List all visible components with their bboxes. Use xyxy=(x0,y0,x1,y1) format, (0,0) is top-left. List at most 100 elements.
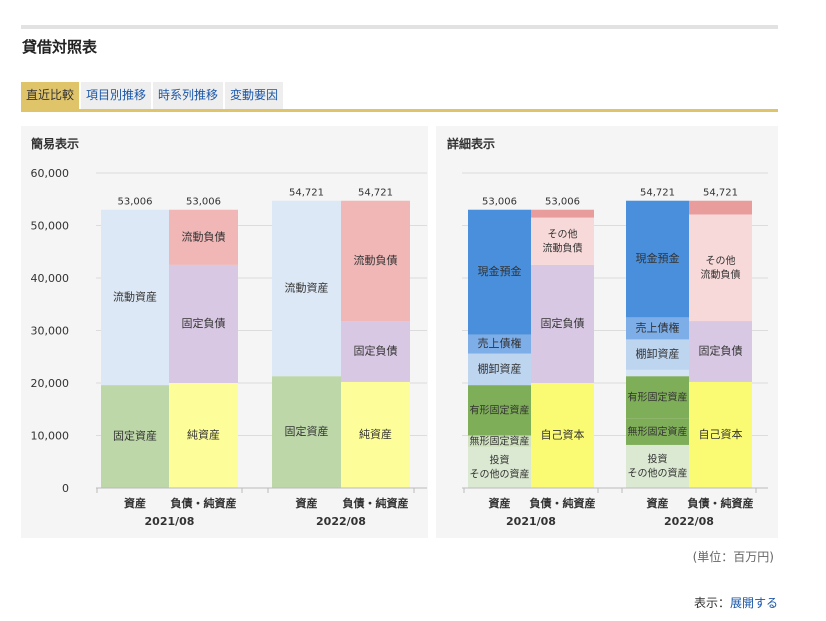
x-category-label: 資産 xyxy=(124,496,146,510)
segment-label: 無形固定資産 xyxy=(628,425,688,438)
bar-segment xyxy=(468,353,531,386)
group-bracket xyxy=(621,487,757,493)
bar-total-label: 54,721 xyxy=(640,188,675,199)
bar-segment xyxy=(169,383,238,488)
segment-label: 固定資産 xyxy=(113,429,157,443)
segment-label: 有形固定資産 xyxy=(470,403,530,416)
bar-total-label: 54,721 xyxy=(358,188,393,199)
segment-label: 固定負債 xyxy=(699,344,743,358)
x-category-label: 負債・純資産 xyxy=(688,496,754,510)
y-tick-label: 40,000 xyxy=(31,272,70,285)
expand-link[interactable]: 展開する xyxy=(729,596,778,610)
segment-label: 有形固定資産 xyxy=(628,390,688,403)
y-tick-label: 20,000 xyxy=(31,377,70,390)
tab-underline xyxy=(21,109,778,112)
bar-segment xyxy=(626,369,689,377)
bar-segment xyxy=(341,321,410,382)
display-toggle: 表示：展開する xyxy=(694,594,778,611)
bar-segment xyxy=(626,200,689,318)
segment-label: 純資産 xyxy=(187,429,220,442)
segment-label: その他流動負債 xyxy=(701,254,741,281)
detail-view-heading: 詳細表示 xyxy=(447,137,496,151)
bar-segment xyxy=(272,376,341,488)
x-category-label: 資産 xyxy=(647,496,669,510)
segment-label: 売上債権 xyxy=(636,320,680,334)
segment-label: 流動負債 xyxy=(354,253,398,267)
segment-label: 流動資産 xyxy=(285,280,329,294)
bar-total-label: 53,006 xyxy=(482,197,517,208)
x-group-label: 2021/08 xyxy=(506,515,556,528)
bar-total-label: 53,006 xyxy=(545,197,580,208)
segment-label: 投資その他の資産 xyxy=(628,452,688,479)
y-tick-label: 0 xyxy=(62,482,69,495)
bar-segment xyxy=(101,385,169,488)
bar-segment xyxy=(626,339,689,370)
segment-label: 固定負債 xyxy=(182,316,226,330)
segment-label: 固定資産 xyxy=(285,424,329,438)
segment-label: 売上債権 xyxy=(478,336,522,350)
bar-segment xyxy=(101,209,169,386)
tab-bar: 直近比較 項目別推移 時系列推移 変動要因 xyxy=(21,82,285,109)
bar-segment xyxy=(626,317,689,340)
bar-total-label: 54,721 xyxy=(289,188,324,199)
tab-change-factors[interactable]: 変動要因 xyxy=(225,82,284,109)
segment-label: 無形固定資産 xyxy=(470,434,530,447)
bar-segment xyxy=(468,435,531,448)
segment-label: 純資産 xyxy=(359,428,392,441)
bar-segment xyxy=(531,217,594,265)
bar-segment xyxy=(689,200,752,215)
bar-segment xyxy=(531,383,594,488)
segment-label: 自己資本 xyxy=(541,428,585,442)
segment-label: 固定負債 xyxy=(541,316,585,330)
bar-segment xyxy=(468,209,531,335)
display-label: 表示： xyxy=(693,596,730,610)
bar-segment xyxy=(626,376,689,419)
x-group-label: 2022/08 xyxy=(316,515,366,528)
group-bracket xyxy=(267,487,415,493)
bar-segment xyxy=(626,418,689,445)
bar-segment xyxy=(531,209,594,218)
unit-note: (単位：百万円) xyxy=(692,550,774,564)
tab-recent-comparison[interactable]: 直近比較 xyxy=(21,82,80,109)
y-tick-label: 60,000 xyxy=(31,167,70,180)
segment-label: 自己資本 xyxy=(699,427,743,441)
segment-label: 棚卸資産 xyxy=(478,361,522,375)
segment-label: 固定負債 xyxy=(354,344,398,358)
segment-label: 現金預金 xyxy=(636,251,680,265)
x-category-label: 負債・純資産 xyxy=(530,496,596,510)
bar-segment xyxy=(468,447,531,488)
bar-segment xyxy=(169,264,238,383)
bar-segment xyxy=(169,209,238,265)
x-group-label: 2022/08 xyxy=(664,515,714,528)
bar-segment xyxy=(689,214,752,322)
page-title: 貸借対照表 xyxy=(22,38,98,56)
bar-segment xyxy=(626,444,689,488)
tab-time-series[interactable]: 時系列推移 xyxy=(153,82,224,109)
x-category-label: 負債・純資産 xyxy=(171,496,237,510)
segment-label: 現金預金 xyxy=(478,264,522,278)
group-bracket xyxy=(96,487,243,493)
bar-total-label: 53,006 xyxy=(118,197,153,208)
bar-segment xyxy=(468,334,531,354)
y-tick-label: 10,000 xyxy=(31,430,70,443)
x-category-label: 負債・純資産 xyxy=(343,496,409,510)
simple-view-heading: 簡易表示 xyxy=(31,137,80,151)
bar-segment xyxy=(341,200,410,322)
group-bracket xyxy=(463,487,599,493)
y-tick-label: 50,000 xyxy=(31,220,70,233)
segment-label: その他流動負債 xyxy=(543,227,583,254)
bar-segment xyxy=(272,200,341,377)
bar-segment xyxy=(689,381,752,488)
bar-total-label: 54,721 xyxy=(703,188,738,199)
top-rule xyxy=(21,25,778,29)
bar-segment xyxy=(531,264,594,383)
x-category-label: 資産 xyxy=(296,496,318,510)
segment-label: 棚卸資産 xyxy=(636,347,680,361)
bar-segment xyxy=(341,381,410,488)
bar-segment xyxy=(468,385,531,436)
y-tick-label: 30,000 xyxy=(31,325,70,338)
bar-segment xyxy=(689,321,752,382)
tab-by-item[interactable]: 項目別推移 xyxy=(81,82,152,109)
x-group-label: 2021/08 xyxy=(145,515,195,528)
